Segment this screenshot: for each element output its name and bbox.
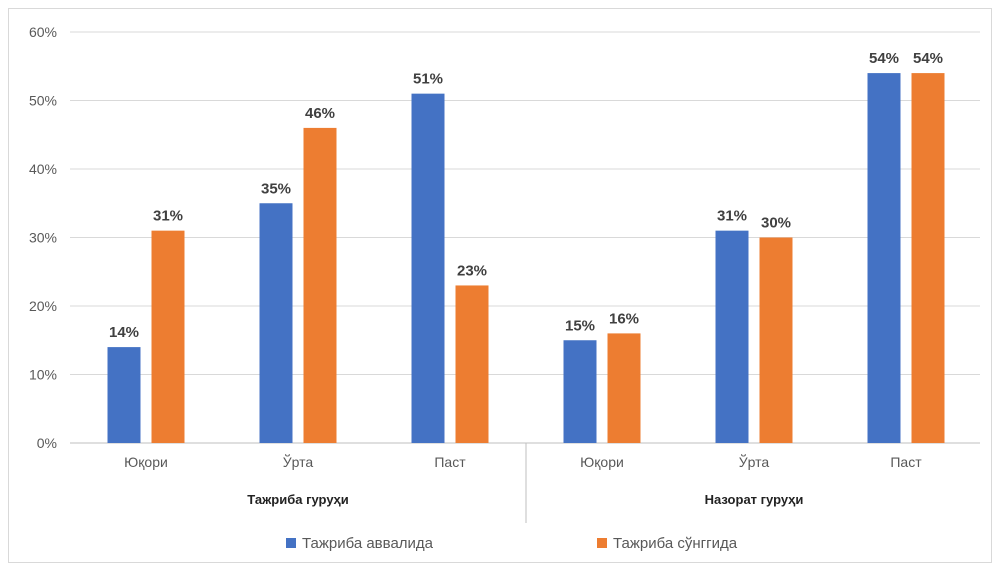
legend-label: Тажриба аввалида [302,535,434,552]
bar-after [455,285,489,443]
x-tick-label: Паст [434,454,466,470]
legend: Тажриба аввалида Тажриба сўнггида [286,535,738,552]
data-label: 30% [761,215,791,232]
y-tick-label: 10% [29,367,57,383]
data-label: 15% [565,317,595,334]
x-axis: Юқори Ўрта Паст Юқори Ўрта Паст Тажриба гуруҳи… [124,443,922,523]
y-tick-label: 50% [29,93,57,109]
bar-after [303,127,337,444]
data-label: 51% [413,71,443,88]
bar-before [867,73,901,443]
data-label: 54% [913,50,943,67]
data-label: 31% [153,208,183,225]
data-label: 46% [305,105,335,122]
bar-before [259,203,293,443]
legend-swatch [286,538,296,548]
data-labels: 14% 35% 51% 15% 31% 54% 31% 46% 23% 16% 30% 54% [109,50,943,341]
y-tick-label: 60% [29,24,57,40]
bar-after [607,333,641,443]
group-label: Назорат гуруҳи [705,492,804,507]
x-tick-label: Ўрта [739,453,770,470]
bar-after [151,230,185,443]
data-label: 35% [261,180,291,197]
bar-before [411,93,445,444]
y-axis: 0% 10% 20% 30% 40% 50% 60% [29,24,57,451]
x-tick-label: Паст [890,454,922,470]
y-tick-label: 20% [29,298,57,314]
x-tick-label: Юқори [580,454,624,470]
data-label: 14% [109,324,139,341]
y-tick-label: 0% [37,435,57,451]
group-label: Тажриба гуруҳи [247,492,349,507]
bar-after [759,237,793,443]
y-tick-label: 30% [29,230,57,246]
bar-after [911,73,945,443]
data-label: 31% [717,208,747,225]
data-label: 23% [457,262,487,279]
bar-before [563,340,597,443]
y-tick-label: 40% [29,161,57,177]
legend-label: Тажриба сўнггида [613,535,738,552]
legend-swatch [597,538,607,548]
gridlines [70,31,980,444]
bars [107,73,945,444]
x-tick-label: Ўрта [283,453,314,470]
data-label: 16% [609,310,639,327]
x-tick-label: Юқори [124,454,168,470]
data-label: 54% [869,50,899,67]
bar-before [715,230,749,443]
bar-before [107,347,141,443]
